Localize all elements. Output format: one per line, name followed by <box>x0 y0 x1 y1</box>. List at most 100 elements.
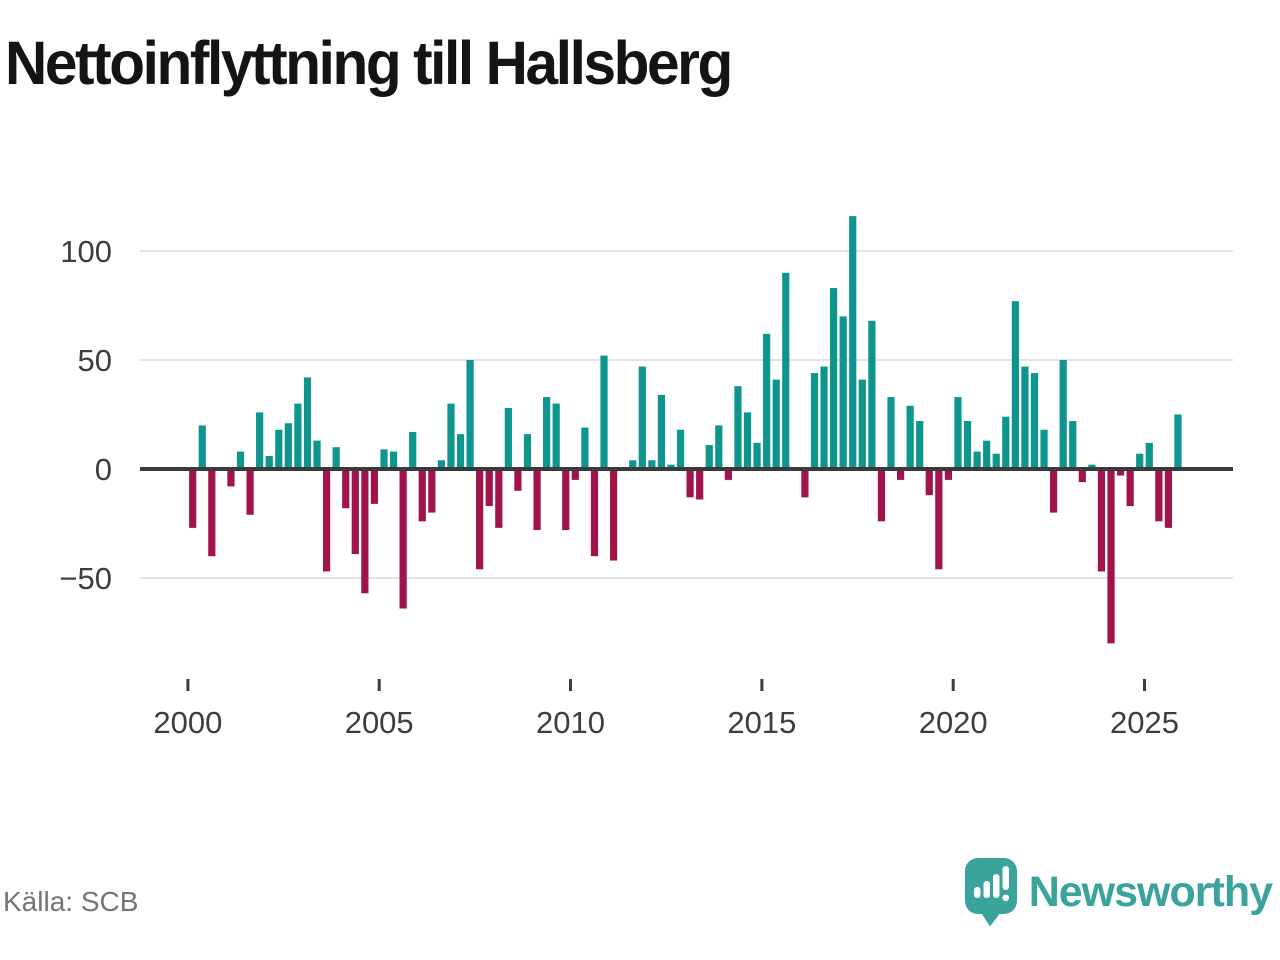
bar <box>552 403 560 469</box>
x-tick-label: 2010 <box>536 705 605 740</box>
bar <box>294 403 302 469</box>
bar <box>456 434 465 469</box>
bar <box>734 386 742 469</box>
bar <box>1021 366 1029 469</box>
bar <box>189 469 197 528</box>
bar <box>830 288 838 469</box>
y-tick-label: 50 <box>78 343 112 378</box>
bar <box>715 425 723 469</box>
bar <box>801 469 809 498</box>
bar <box>198 425 206 469</box>
bar <box>380 449 388 469</box>
x-tick-mark <box>1143 679 1146 691</box>
bar <box>1116 469 1125 476</box>
newsworthy-wordmark: Newsworthy <box>1028 868 1273 916</box>
bar <box>1097 469 1106 572</box>
x-tick-mark <box>569 679 572 691</box>
bar <box>437 460 445 469</box>
logo-exclamation-stem <box>1002 866 1009 890</box>
bar <box>696 469 704 500</box>
bar <box>839 316 847 469</box>
bar <box>705 445 713 469</box>
bar <box>629 460 637 469</box>
bar <box>916 421 924 469</box>
bar <box>638 366 646 469</box>
bar <box>887 397 895 469</box>
bar <box>896 469 905 480</box>
y-tick-label: −50 <box>59 561 112 596</box>
bar <box>743 412 752 469</box>
bar <box>935 469 943 570</box>
newsworthy-logo: Newsworthy <box>964 858 1273 927</box>
bar <box>906 405 914 469</box>
x-tick-mark <box>951 679 955 691</box>
bar <box>370 469 379 504</box>
bar <box>983 440 991 469</box>
bar <box>1011 301 1019 469</box>
y-tick-label: 0 <box>95 452 112 487</box>
bar <box>868 320 876 469</box>
bar <box>1002 416 1010 469</box>
bar <box>724 469 732 480</box>
bar <box>323 469 331 572</box>
bar <box>1088 464 1096 469</box>
bar <box>485 469 493 507</box>
bar <box>523 434 532 469</box>
bar <box>466 360 474 469</box>
bar <box>1164 469 1173 528</box>
bar <box>275 429 283 469</box>
bar <box>571 469 579 480</box>
bar <box>1040 429 1048 469</box>
bar <box>1107 469 1115 644</box>
bar <box>820 366 828 469</box>
bar <box>476 469 484 570</box>
bar <box>303 377 312 469</box>
newsworthy-logo-icon <box>964 858 1017 927</box>
bar <box>925 469 933 496</box>
bar <box>351 469 359 555</box>
bar <box>504 407 512 469</box>
bar <box>1145 442 1153 469</box>
chart-title: Nettoinflyttning till Hallsberg <box>5 29 733 97</box>
x-tick-mark <box>760 679 764 691</box>
bar <box>1126 469 1134 507</box>
bar <box>1030 373 1039 469</box>
bar <box>447 403 455 469</box>
bar <box>1050 469 1058 513</box>
bar <box>361 469 369 594</box>
bar <box>1136 453 1144 469</box>
bar <box>753 442 761 469</box>
x-tick-label: 2020 <box>919 705 988 740</box>
x-tick-label: 2005 <box>345 705 414 740</box>
bar <box>954 397 962 469</box>
bar <box>600 355 608 469</box>
bar <box>208 469 216 557</box>
bar <box>772 379 780 469</box>
source-label: Källa: SCB <box>3 886 139 917</box>
bar <box>236 451 245 469</box>
bar <box>256 412 264 469</box>
bar <box>389 451 398 469</box>
bar <box>667 464 675 469</box>
bar <box>1155 469 1163 522</box>
bar <box>428 469 436 513</box>
logo-bar-medium <box>983 881 990 898</box>
bar <box>657 394 666 469</box>
bar <box>782 272 790 469</box>
logo-bar-small <box>973 887 981 898</box>
bar-chart: 100 50 0 −50 2000 2005 2010 2015 2020 2025 <box>59 216 1233 740</box>
x-tick-mark <box>186 679 190 691</box>
bar <box>676 429 685 469</box>
bar <box>514 469 522 491</box>
bar <box>963 421 972 469</box>
bar <box>543 397 551 469</box>
bar <box>590 469 599 557</box>
x-tick-label: 2015 <box>727 705 796 740</box>
bar <box>284 423 292 469</box>
bar <box>648 460 656 469</box>
bar <box>533 469 541 531</box>
x-tick-label: 2025 <box>1110 705 1179 740</box>
bar <box>562 469 570 531</box>
x-tick-label: 2000 <box>153 705 222 740</box>
bar <box>399 469 407 609</box>
